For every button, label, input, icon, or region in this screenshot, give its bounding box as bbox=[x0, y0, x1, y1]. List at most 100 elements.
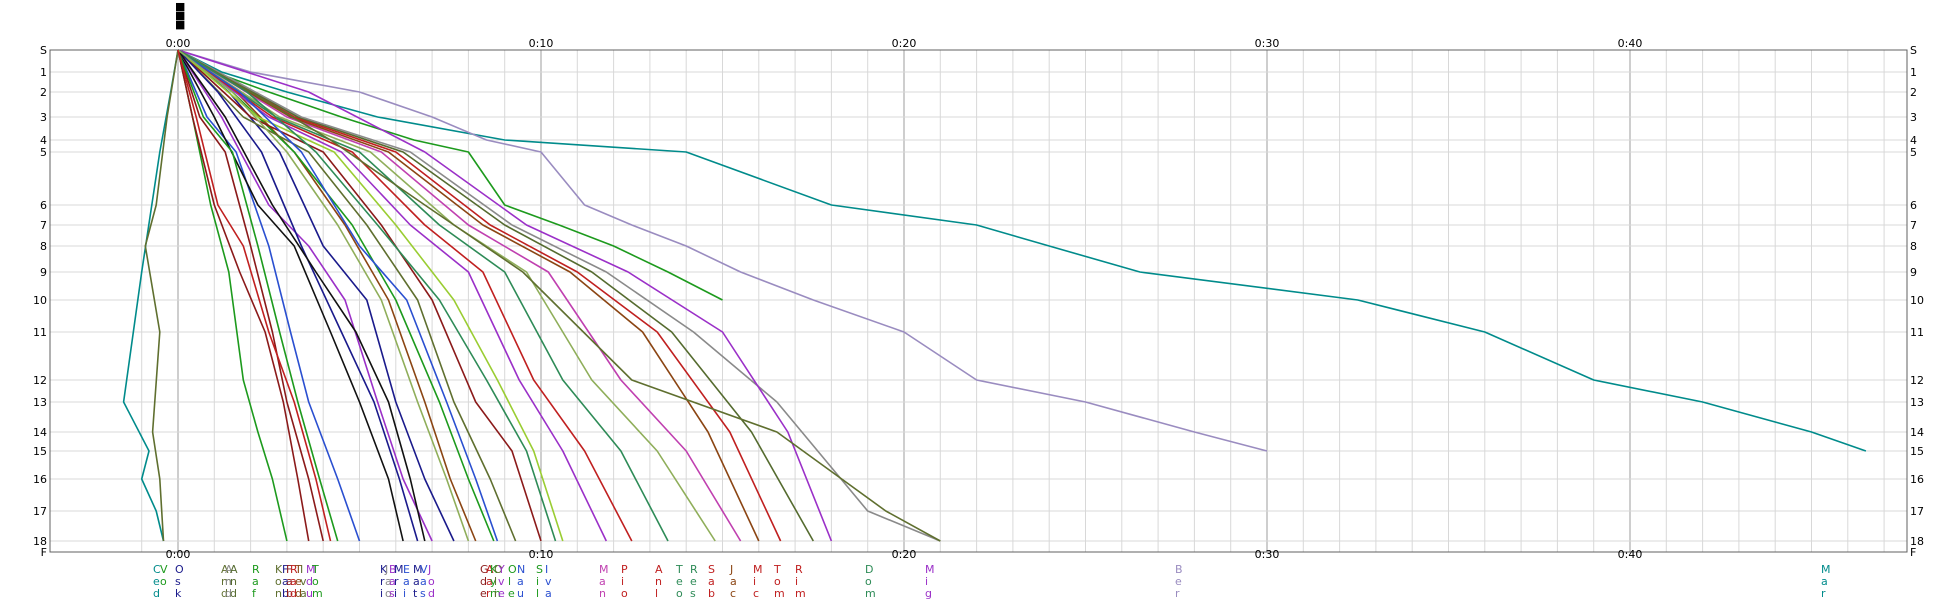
legend-letter: d bbox=[306, 575, 313, 588]
legend-letter: r bbox=[394, 575, 399, 588]
legend-letter: b bbox=[282, 587, 289, 600]
legend-letter: d bbox=[221, 587, 228, 600]
legend-letter: J bbox=[384, 563, 388, 576]
y-tick-label-left: 6 bbox=[40, 199, 47, 212]
legend-letter: m bbox=[774, 587, 785, 600]
legend-letter: R bbox=[290, 563, 298, 576]
legend-letter: a bbox=[389, 575, 396, 588]
legend-letter: m bbox=[221, 575, 232, 588]
legend-letter: A bbox=[655, 563, 663, 576]
legend-letter: k bbox=[175, 587, 182, 600]
y-tick-label-right: 14 bbox=[1910, 426, 1924, 439]
legend-letter: B bbox=[1175, 563, 1183, 576]
legend-letter: i bbox=[795, 575, 798, 588]
legend-letter: a bbox=[282, 575, 289, 588]
legend-letter: A bbox=[221, 563, 229, 576]
legend-letter: e bbox=[690, 575, 697, 588]
legend-letter: i bbox=[403, 587, 406, 600]
legend-letter: n bbox=[599, 587, 606, 600]
legend-letter: d bbox=[428, 587, 435, 600]
top-marker: ■ bbox=[175, 9, 185, 22]
legend-letter: i bbox=[394, 587, 397, 600]
series-line-34 bbox=[177, 49, 470, 542]
x-tick-label-top: 0:30 bbox=[1255, 37, 1280, 50]
legend-letter: D bbox=[865, 563, 873, 576]
y-tick-label-left: 7 bbox=[40, 219, 47, 232]
series-line-24 bbox=[177, 49, 814, 542]
legend-letter: a bbox=[708, 575, 715, 588]
series-line-26 bbox=[177, 49, 833, 542]
legend-letter: c bbox=[730, 587, 736, 600]
x-tick-label-top: 0:40 bbox=[1618, 37, 1643, 50]
legend-letter: e bbox=[1175, 575, 1182, 588]
legend-letter: s bbox=[420, 587, 426, 600]
y-tick-label-left: F bbox=[41, 546, 47, 559]
y-tick-label-left: 11 bbox=[33, 326, 47, 339]
series-line-35 bbox=[177, 49, 332, 542]
legend-letter: l bbox=[508, 575, 511, 588]
legend-letter: F bbox=[282, 563, 288, 576]
y-tick-label-left: 15 bbox=[33, 445, 47, 458]
legend-letter: r bbox=[380, 575, 385, 588]
x-tick-label-bottom: 0:30 bbox=[1255, 548, 1280, 561]
y-tick-label-right: 7 bbox=[1910, 219, 1917, 232]
legend-letter: e bbox=[295, 575, 302, 588]
legend-letter: C bbox=[153, 563, 161, 576]
y-tick-label-right: 18 bbox=[1910, 535, 1924, 548]
series-line-5 bbox=[144, 49, 179, 542]
legend-letter: r bbox=[486, 587, 491, 600]
legend-letter: O bbox=[508, 563, 517, 576]
legend-letter: b bbox=[286, 587, 293, 600]
y-tick-label-right: 11 bbox=[1910, 326, 1924, 339]
legend-letter: s bbox=[690, 587, 696, 600]
legend-letter: l bbox=[536, 587, 539, 600]
legend-letter: a bbox=[1821, 575, 1828, 588]
legend-letter: V bbox=[420, 563, 428, 576]
plot-frame bbox=[49, 49, 1908, 553]
legend-letter: i bbox=[536, 575, 539, 588]
legend-letter: a bbox=[385, 575, 392, 588]
legend-letter: r bbox=[1821, 587, 1826, 600]
y-tick-label-right: 6 bbox=[1910, 199, 1917, 212]
series-line-28 bbox=[177, 49, 419, 542]
top-marker: ■ bbox=[175, 0, 185, 13]
legend-letter: o bbox=[275, 575, 282, 588]
series-line-8 bbox=[177, 49, 361, 542]
series-line-31 bbox=[177, 49, 499, 542]
series-line-12 bbox=[177, 49, 477, 542]
legend-letter: g bbox=[925, 587, 932, 600]
legend-letter: a bbox=[545, 587, 552, 600]
y-tick-label-right: 1 bbox=[1910, 66, 1917, 79]
y-tick-label-left: 14 bbox=[33, 426, 47, 439]
y-tick-label-left: 1 bbox=[40, 66, 47, 79]
legend-letter: M bbox=[413, 563, 423, 576]
series-line-15 bbox=[177, 49, 542, 542]
y-tick-label-right: 12 bbox=[1910, 374, 1924, 387]
legend-letter: A bbox=[230, 563, 238, 576]
series-line-29 bbox=[177, 49, 339, 542]
series-line-20 bbox=[177, 49, 716, 542]
series-line-32 bbox=[177, 49, 310, 542]
legend-letter: m bbox=[865, 587, 876, 600]
legend-letter: a bbox=[413, 575, 420, 588]
y-tick-label-right: 3 bbox=[1910, 111, 1917, 124]
legend-letter: a bbox=[290, 575, 297, 588]
y-tick-label-right: S bbox=[1910, 44, 1917, 57]
legend-letter: i bbox=[494, 587, 497, 600]
series-line-27 bbox=[177, 49, 941, 542]
legend-letter: b bbox=[708, 587, 715, 600]
legend-letter: i bbox=[380, 587, 383, 600]
series-line-9 bbox=[177, 49, 404, 542]
legend-letter: A bbox=[225, 563, 233, 576]
y-tick-label-left: 12 bbox=[33, 374, 47, 387]
series-line-11 bbox=[177, 49, 455, 542]
legend-letter: O bbox=[494, 563, 503, 576]
series-line-2 bbox=[177, 49, 1268, 452]
legend-letter: a bbox=[599, 575, 606, 588]
legend-letter: a bbox=[420, 575, 427, 588]
y-tick-label-right: 15 bbox=[1910, 445, 1924, 458]
y-tick-label-left: 10 bbox=[33, 294, 47, 307]
legend-letter: K bbox=[490, 563, 498, 576]
legend-letter: i bbox=[621, 575, 624, 588]
